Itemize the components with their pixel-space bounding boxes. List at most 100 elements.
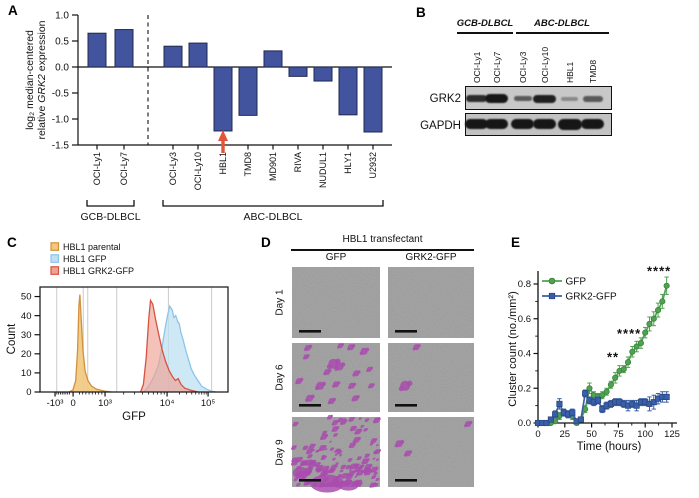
y-axis-label-line2: relative GRK2 expression xyxy=(36,20,48,139)
cell-clusters xyxy=(295,343,375,405)
bar xyxy=(313,66,333,82)
micrograph-noise xyxy=(388,267,474,338)
row-label-day9: Day 9 xyxy=(274,438,286,466)
data-point xyxy=(556,400,563,407)
data-point xyxy=(607,381,614,388)
flow-curve-fill xyxy=(69,294,112,392)
scale-bar xyxy=(299,404,321,407)
x-tick-label: 0 xyxy=(70,398,75,409)
category-label: NUDUL1 xyxy=(318,152,328,188)
y-axis-label: Cluster count (no./mm²) xyxy=(507,291,519,407)
blot-band xyxy=(557,118,582,130)
panel-b: B GCB-DLBCL ABC-DLBCL OCI-Ly1 OCI-Ly7 OCI-… xyxy=(412,5,699,177)
legend-swatch xyxy=(50,242,60,251)
lane-label: OCI-Ly7 xyxy=(492,51,502,83)
legend-label: HBL1 parental xyxy=(63,242,121,252)
category-label: OCI-Ly3 xyxy=(168,152,178,185)
data-point xyxy=(586,385,593,392)
flow-curve-line xyxy=(68,294,112,393)
blot-band xyxy=(466,95,487,102)
bar xyxy=(338,66,358,116)
micrograph-grid xyxy=(290,267,474,493)
y-axis-label-line1: log₂ median-centered xyxy=(24,30,36,130)
panel-d: D HBL1 transfectant GFP GRK2-GFP Day 1 D… xyxy=(258,233,506,498)
panel-d-label: D xyxy=(261,235,271,250)
panel-e: E 0.0 0.2 0.4 0.6 0.8 0 25 50 75 100 125 Cluster co… xyxy=(505,233,699,498)
x-tick-label: 0 xyxy=(535,429,540,440)
significance-annotation: **** xyxy=(617,326,641,341)
blot-band xyxy=(511,119,534,129)
gapdh-row-label: GAPDH xyxy=(420,120,461,132)
blot-group-gcb: GCB-DLBCL xyxy=(456,18,514,29)
y-tick-label: 0.2 xyxy=(518,383,531,394)
category-label: OCI-Ly1 xyxy=(92,152,102,185)
data-point xyxy=(650,399,657,406)
cell-clusters xyxy=(394,420,473,457)
panel-c: C HBL1 parental HBL1 GFP HBL1 GRK2-GFP 0 10 2… xyxy=(5,233,263,498)
y-tick-label: 30 xyxy=(21,330,32,341)
lane-label: TMD8 xyxy=(588,59,598,83)
group-bracket xyxy=(86,200,135,207)
grk2-expression-bar-chart: 1.0 0.5 0.0 -0.5 -1.0 -1.5 log₂ median-centere… xyxy=(24,11,392,223)
y-tick-label: 50 xyxy=(21,292,32,303)
panel-b-label: B xyxy=(416,5,426,20)
bars xyxy=(87,29,383,133)
legend-marker xyxy=(548,292,556,300)
legend-marker xyxy=(548,277,556,285)
lane-label: OCI-Ly3 xyxy=(518,51,528,83)
x-axis-label: Time (hours) xyxy=(577,441,642,453)
blot-band xyxy=(465,119,488,129)
bar xyxy=(263,50,283,68)
x-tick-label: -10³ xyxy=(47,398,64,409)
blot-band xyxy=(485,94,508,103)
blot-band xyxy=(581,119,604,129)
category-label: OCI-Ly7 xyxy=(119,152,129,185)
data-point xyxy=(642,329,649,336)
data-point xyxy=(633,343,640,350)
scale-bar xyxy=(395,404,417,407)
scale-bar xyxy=(299,479,321,482)
abc-underline xyxy=(516,32,609,34)
x-tick-label: 125 xyxy=(664,429,680,440)
y-tick-label: 20 xyxy=(21,349,32,360)
x-tick-label: 75 xyxy=(613,429,624,440)
data-point xyxy=(646,320,653,328)
row-label-day1: Day 1 xyxy=(274,289,286,316)
blot-band xyxy=(582,95,603,102)
legend-label: HBL1 GFP xyxy=(63,254,107,264)
category-label: HLY1 xyxy=(343,152,353,174)
data-point xyxy=(620,366,627,373)
data-point xyxy=(659,298,666,305)
panel-a: A 1.0 0.5 0.0 -0.5 -1.0 -1.5 log₂ median-cente… xyxy=(0,3,402,233)
blot-band xyxy=(485,119,508,129)
data-point xyxy=(663,393,670,400)
data-point xyxy=(637,340,644,347)
x-tick-label: 50 xyxy=(586,429,597,440)
x-tick-label: 25 xyxy=(560,429,571,440)
plot-frame xyxy=(39,286,229,393)
y-tick-label: 0 xyxy=(26,387,31,398)
gapdh-blot-strip xyxy=(465,113,612,136)
data-point xyxy=(552,411,559,418)
column-header-grk2-gfp: GRK2-GFP xyxy=(405,252,457,263)
bar xyxy=(188,42,208,68)
y-tick-label: 0.4 xyxy=(518,349,531,360)
panel-d-title-underline xyxy=(291,249,474,251)
y-axis-label: Count xyxy=(6,323,18,354)
lane-label: OCI-Ly10 xyxy=(540,46,550,83)
panel-c-label: C xyxy=(7,235,17,250)
group-label: ABC-DLBCL xyxy=(244,211,303,223)
y-tick-label: -1.5 xyxy=(52,141,70,152)
data-point xyxy=(577,416,584,423)
y-tick-label: -1.0 xyxy=(52,115,70,126)
scale-bar xyxy=(395,479,417,482)
data-point xyxy=(612,374,619,381)
category-label: MD901 xyxy=(268,152,278,181)
blot-band xyxy=(561,96,578,101)
category-label: TMD8 xyxy=(243,152,253,177)
data-point xyxy=(650,315,657,322)
data-point xyxy=(624,359,632,366)
bar xyxy=(163,45,183,68)
data-point xyxy=(629,348,636,355)
group-bracket xyxy=(162,200,384,207)
